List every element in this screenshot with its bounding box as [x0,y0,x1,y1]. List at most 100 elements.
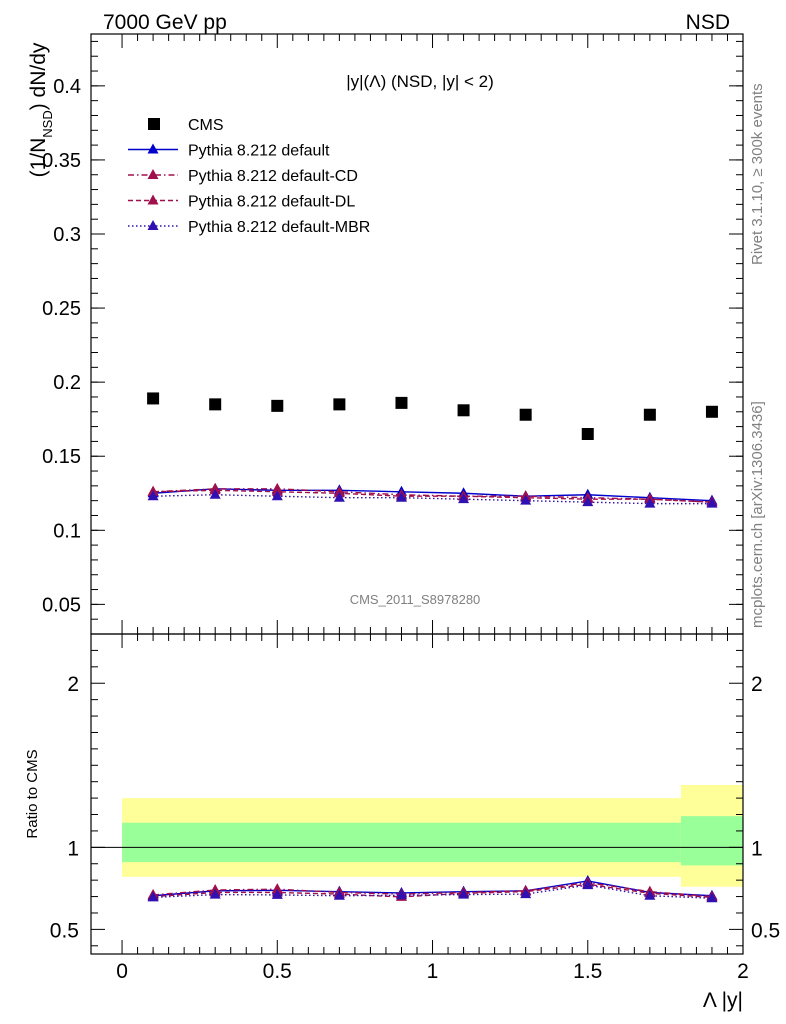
mc-point [209,488,221,499]
mc-line [153,494,712,505]
legend-label: Pythia 8.212 default [188,143,330,160]
legend-label: Pythia 8.212 default-DL [188,194,355,211]
series-pythia-8-212-default-cd [147,482,718,507]
ratio-line [153,881,713,898]
x-tick-label: 1 [427,960,439,983]
main-y-tick-label: 0.3 [53,224,81,246]
x-tick-label: 0 [116,960,128,983]
main-y-tick-label: 0.05 [42,594,81,616]
mc-point [582,496,594,507]
energy-label: 7000 GeV pp [103,11,227,34]
ratio-point [520,888,532,899]
cms-data-point [643,408,656,421]
main-y-tick-label: 0.4 [53,76,81,98]
ratio-x-ticks: 0 0.5 1 1.5 2 [116,634,749,983]
cms-data-point [333,398,346,411]
main-marks [147,392,718,508]
cms-data-point [271,399,284,412]
x-tick-label: 2 [737,960,749,983]
ratio-y-tick-label: 1 [67,837,79,860]
ratio-point [706,892,718,903]
legend-entry: Pythia 8.212 default-DL [128,194,355,211]
main-y-axis-label: (1/NNSD) dN/dy [27,42,55,177]
mc-line [153,488,712,502]
mc-point [333,491,345,502]
ratio-frame [90,633,744,955]
ratio-y-tick-label-right: 0.5 [751,919,780,942]
ratio-inner-band [680,816,743,866]
legend-label: CMS [188,117,224,134]
legend-marker [147,194,159,205]
ratio-bands [122,784,743,887]
ratio-y-axis-label: Ratio to CMS [24,749,41,838]
ratio-series-pythia-8-212-default [147,874,718,900]
mc-point [458,493,470,504]
cms-data-point [395,396,408,409]
legend-entry: Pythia 8.212 default [128,143,330,160]
ratio-point [644,889,656,900]
legend: CMS Pythia 8.212 default Pythia 8.212 defa… [128,117,370,236]
ratio-y-tick-label-right: 2 [751,673,763,696]
main-x-ticks [121,34,744,634]
mc-point [147,490,159,501]
main-panel: 0.05 0.1 0.15 0.2 0.25 0.3 0.35 0.4 |y|(Λ) (NSD… [27,33,744,635]
mc-point [395,491,407,502]
ratio-point [582,879,594,890]
ratio-y-ticks: 0.5 0.5 1 1 2 2 [50,649,780,947]
ratio-point [395,889,407,900]
mc-point [706,497,718,508]
ratio-y-tick-label: 0.5 [50,919,79,942]
legend-entry: Pythia 8.212 default-MBR [128,219,370,236]
ratio-marks [147,874,718,903]
cms-data-point [705,405,718,418]
ratio-point [458,888,470,899]
process-label: NSD [686,11,730,34]
cms-data-point [209,398,222,411]
ratio-inner-band [122,822,681,863]
main-y-ticks: 0.05 0.1 0.15 0.2 0.25 0.3 0.35 0.4 [42,40,743,620]
main-y-tick-label: 0.35 [42,150,81,172]
main-y-tick-label: 0.1 [53,520,81,542]
cms-data-point [581,428,594,440]
series-cms [147,392,718,440]
x-tick-label: 1.5 [573,960,602,983]
ratio-point [209,888,221,899]
analysis-watermark: CMS_2011_S8978280 [350,592,481,607]
ratio-y-tick-label: 2 [67,673,79,696]
cms-data-point [147,392,160,405]
x-tick-label: 0.5 [263,960,292,983]
legend-label: Pythia 8.212 default-MBR [188,219,370,236]
ratio-panel: 0.5 0.5 1 1 2 2 0 0.5 1 1.5 2 Ratio to CMS Λ |y| [24,633,780,1012]
ratio-point [333,889,345,900]
x-axis-label: Λ |y| [703,989,743,1012]
series-pythia-8-212-default [147,482,718,505]
series-pythia-8-212-default-mbr [147,488,718,508]
ratio-point [271,888,283,899]
legend-entry: Pythia 8.212 default-CD [128,168,358,185]
ratio-point [147,891,159,902]
ratio-line [153,884,712,899]
main-y-tick-label: 0.15 [42,446,81,468]
cms-data-point [457,404,470,417]
ratio-line [153,883,712,899]
mc-point [271,490,283,501]
legend-marker [147,220,159,230]
legend-marker [147,169,159,179]
ratio-y-tick-label-right: 1 [751,837,763,860]
mc-point [644,497,656,508]
rivet-label: Rivet 3.1.10, ≥ 300k events [749,83,766,265]
legend-marker [147,143,159,154]
main-title: |y|(Λ) (NSD, |y| < 2) [346,72,494,91]
ratio-line [153,880,712,897]
legend-entry: CMS [148,117,224,134]
legend-label: Pythia 8.212 default-CD [188,168,358,185]
mc-line [153,489,712,503]
mcplots-label: mcplots.cern.ch [arXiv:1306.3436] [749,401,766,628]
main-y-tick-label: 0.2 [53,372,81,394]
main-y-tick-label: 0.25 [42,298,81,320]
mc-line [153,488,712,503]
legend-marker [148,118,160,130]
cms-data-point [519,408,532,421]
mc-point [520,494,532,505]
